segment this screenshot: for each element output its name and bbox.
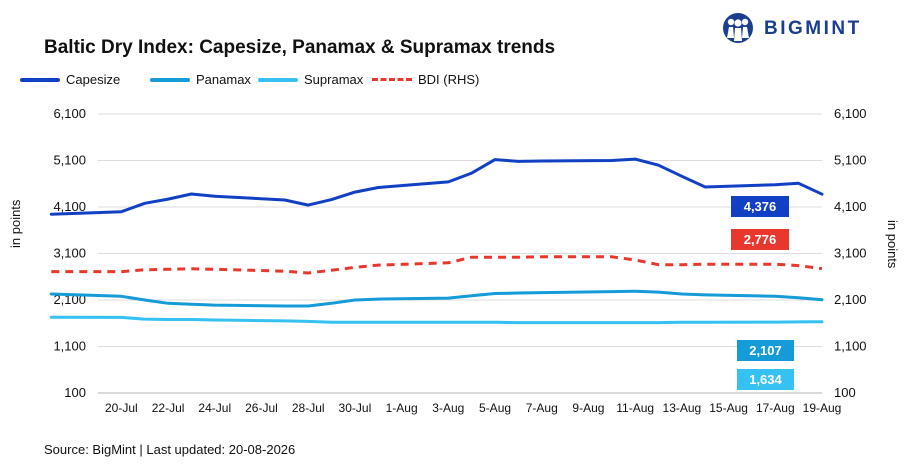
x-tick-label: 11-Aug (616, 401, 654, 415)
source-note: Source: BigMint | Last updated: 20-08-20… (44, 442, 296, 457)
y-tick-label-right: 6,100 (834, 106, 867, 121)
y-tick-label-left: 6,100 (53, 106, 86, 121)
series-line-capesize (49, 157, 824, 216)
series-line-bdi-rhs (51, 255, 823, 275)
people-logo-icon (723, 13, 753, 43)
x-tick-label: 30-Jul (339, 401, 372, 415)
x-tick-label: 5-Aug (479, 401, 511, 415)
legend-item-bdi: BDI (RHS) (372, 72, 479, 87)
brand-name: BIGMINT (764, 18, 862, 39)
legend-label-supramax: Supramax (304, 72, 364, 87)
legend-swatch-panamax (150, 77, 190, 82)
y-tick-label-right: 4,100 (834, 199, 867, 214)
end-value-label: 2,776 (744, 232, 777, 247)
x-tick-label: 22-Jul (152, 401, 185, 415)
brand-logo: BIGMINT (718, 13, 908, 44)
chart-title: Baltic Dry Index: Capesize, Panamax & Su… (44, 37, 556, 58)
x-tick-label: 3-Aug (432, 401, 464, 415)
y-tick-label-right: 5,100 (834, 153, 867, 168)
x-tick-label: 26-Jul (245, 401, 278, 415)
x-tick-label: 24-Jul (198, 401, 231, 415)
series-line-panamax (49, 289, 824, 308)
y-tick-label-right: 3,100 (834, 246, 867, 261)
y-tick-label-left: 1,100 (53, 339, 86, 354)
y-tick-label-left: 3,100 (53, 246, 86, 261)
legend-item-supramax: Supramax (258, 72, 363, 87)
legend-swatch-bdi (372, 78, 412, 81)
end-value-label: 1,634 (749, 372, 782, 387)
x-tick-label: 7-Aug (526, 401, 558, 415)
y-tick-label-left: 4,100 (53, 199, 86, 214)
x-tick-label: 17-Aug (756, 401, 795, 415)
legend-label-capesize: Capesize (66, 72, 121, 87)
x-tick-label: 1-Aug (386, 401, 418, 415)
end-value-label: 4,376 (744, 199, 777, 214)
x-tick-label: 19-Aug (803, 401, 842, 415)
x-tick-label: 13-Aug (663, 401, 702, 415)
x-tick-label: 20-Jul (105, 401, 138, 415)
legend-label-bdi: BDI (RHS) (418, 72, 480, 87)
legend-swatch-supramax (258, 77, 298, 82)
x-tick-label: 15-Aug (709, 401, 748, 415)
end-value-label: 2,107 (749, 343, 782, 358)
end-value-badge (731, 196, 789, 217)
x-tick-label: 28-Jul (292, 401, 325, 415)
end-value-badge (737, 369, 794, 390)
end-value-badge (737, 340, 794, 361)
y-tick-label-right: 100 (834, 385, 856, 400)
y-tick-label-left: 5,100 (53, 153, 86, 168)
end-value-badge (731, 229, 789, 250)
y-tick-label-right: 2,100 (834, 292, 867, 307)
legend-label-panamax: Panamax (196, 72, 251, 87)
legend-item-capesize: Capesize (20, 72, 120, 87)
legend-swatch-capesize (20, 77, 60, 82)
x-tick-label: 9-Aug (572, 401, 604, 415)
y-tick-label-right: 1,100 (834, 339, 867, 354)
legend-item-panamax: Panamax (150, 72, 251, 87)
series-line-supramax (49, 315, 824, 325)
y-tick-label-left: 100 (64, 385, 86, 400)
